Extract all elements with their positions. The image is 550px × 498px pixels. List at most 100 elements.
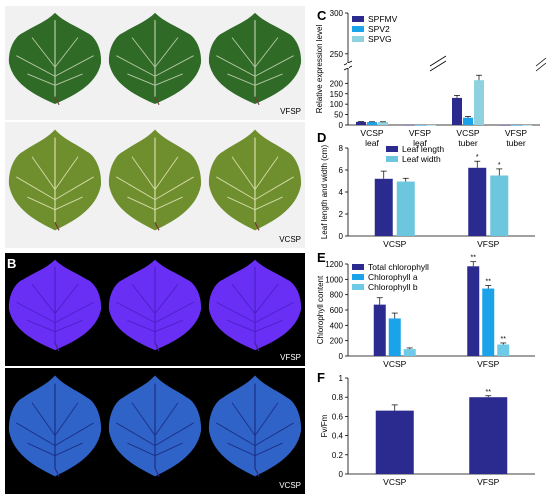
leaf-vein <box>131 402 156 436</box>
leaf-vein <box>231 402 256 436</box>
axis-break-gap <box>347 63 349 68</box>
y-tick-label: 1000 <box>325 275 343 284</box>
bar <box>522 124 532 126</box>
significance-mark: ** <box>486 278 492 285</box>
photo-vcsp-fluorescence: VCSP <box>5 368 305 494</box>
leaf-petiole <box>54 222 60 231</box>
y-tick-label: 0 <box>339 121 344 130</box>
y-tick-label: 200 <box>330 337 344 346</box>
bar <box>500 124 510 126</box>
leaf-vein <box>254 55 294 77</box>
x-tick-label: VFSP <box>477 477 500 487</box>
leaf-vein <box>154 422 194 447</box>
legend-label: SPV2 <box>368 24 390 34</box>
leaf-vein <box>16 176 56 201</box>
leaf-vein <box>16 301 56 324</box>
y-tick-label: 6 <box>339 166 344 175</box>
x-tick-label: VFSP <box>505 128 528 138</box>
y-tick-label: 1 <box>339 374 344 383</box>
leaf-petiole <box>54 342 60 352</box>
panel-label-e: E <box>317 250 326 265</box>
x-tick-label: leaf <box>413 138 427 148</box>
x-tick-label: VCSP <box>360 128 383 138</box>
panel-label-f: F <box>317 370 325 385</box>
y-tick-label: 1200 <box>325 260 343 269</box>
x-tick-label: VCSP <box>383 359 406 369</box>
bar <box>463 117 473 125</box>
y-tick-label: 50 <box>334 111 343 120</box>
leaf-vein <box>31 283 56 314</box>
photo-caption: VCSP <box>279 481 301 490</box>
bar <box>374 178 393 236</box>
leaf-vein <box>154 156 179 190</box>
leaf-vein <box>27 196 56 211</box>
leaf-vein <box>54 301 94 324</box>
photo-vfsp-visible: VFSP <box>5 6 305 120</box>
y-tick-label: 8 <box>339 144 344 153</box>
leaf-petiole <box>254 468 260 477</box>
leaf-vein <box>31 37 56 68</box>
y-tick-label: 0.6 <box>332 412 344 421</box>
leaf-vein <box>131 156 156 190</box>
legend-label: SPVG <box>368 34 392 44</box>
leaf-petiole <box>254 222 260 231</box>
leaf-vein <box>131 37 156 68</box>
leaf-vein <box>54 176 94 201</box>
legend-swatch <box>352 284 364 290</box>
bar <box>452 97 462 125</box>
y-tick-label: 100 <box>330 100 344 109</box>
photo-vcsp-visible: VCSP <box>5 122 305 248</box>
bar <box>511 124 521 126</box>
leaf-vein <box>131 283 156 314</box>
photo-caption: VFSP <box>280 353 301 362</box>
leaf-vein <box>54 55 94 77</box>
y-tick-label: 600 <box>330 306 344 315</box>
y-tick-label-upper: 300 <box>330 9 344 18</box>
leaf-vein <box>54 442 83 457</box>
bar <box>497 344 510 356</box>
leaf-vein <box>27 442 56 457</box>
legend-label: Leaf length <box>402 144 444 154</box>
leaf-vein <box>31 156 56 190</box>
leaf-petiole <box>254 342 260 352</box>
leaf-vein <box>54 156 79 190</box>
y-axis-label: Leaf length and width (cm) <box>320 145 329 240</box>
x-tick-label: VFSP <box>409 128 432 138</box>
y-tick-label: 0 <box>339 232 344 241</box>
bar <box>367 122 377 125</box>
y-tick-label: 0.8 <box>332 393 344 402</box>
legend-swatch <box>352 264 364 270</box>
bar <box>403 349 416 356</box>
legend-swatch <box>352 274 364 280</box>
leaf-vein <box>154 283 179 314</box>
y-axis-label: Relative expression level <box>315 25 324 114</box>
leaf-vein <box>116 176 156 201</box>
leaf-petiole <box>154 96 160 106</box>
legend-label: Total chlorophyll <box>368 262 429 272</box>
leaf-vein <box>27 73 56 86</box>
leaf-petiole <box>54 468 60 477</box>
significance-mark: ** <box>486 389 492 396</box>
panel-label-d: D <box>317 130 326 145</box>
chart-f-fvfm: 0 0.2 0.4 0.6 0.8 1 Fv/Fm VCSP ** VFSP <box>320 374 535 487</box>
leaf-vein <box>254 319 283 333</box>
y-tick-label: 800 <box>330 291 344 300</box>
y-axis-label: Fv/Fm <box>320 414 329 437</box>
x-tick-label: VCSP <box>456 128 479 138</box>
leaf-vein <box>154 196 183 211</box>
leaf-vein <box>154 37 179 68</box>
leaf-vein <box>254 196 283 211</box>
legend-label: Chlorophyll b <box>368 282 418 292</box>
significance-mark: ** <box>471 255 477 262</box>
leaf-vein <box>254 402 279 436</box>
bar <box>388 318 401 356</box>
leaf-vein <box>254 442 283 457</box>
x-tick-label: tuber <box>506 138 526 148</box>
y-tick-label: 0 <box>339 352 344 361</box>
y-tick-label: 400 <box>330 321 344 330</box>
leaf-vein <box>154 319 183 333</box>
x-tick-label: VCSP <box>383 239 406 249</box>
photo-caption: VFSP <box>280 107 301 116</box>
